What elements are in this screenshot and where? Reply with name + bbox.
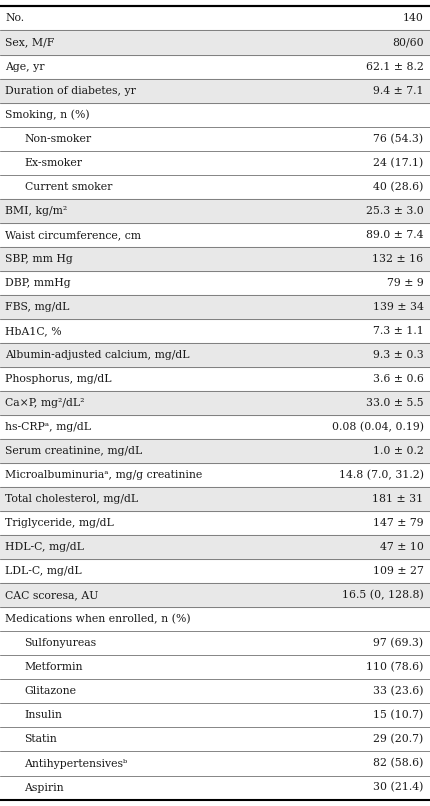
Text: 89.0 ± 7.4: 89.0 ± 7.4 (366, 230, 424, 239)
Text: 15 (10.7): 15 (10.7) (373, 710, 424, 721)
Text: Ca×P, mg²/dL²: Ca×P, mg²/dL² (5, 398, 85, 408)
Bar (0, 78, 430, 102)
Bar (0, 199, 430, 222)
Text: Triglyceride, mg/dL: Triglyceride, mg/dL (5, 518, 114, 528)
Text: 16.5 (0, 128.8): 16.5 (0, 128.8) (342, 590, 424, 600)
Text: 82 (58.6): 82 (58.6) (373, 758, 424, 769)
Bar (0, 584, 430, 607)
Text: FBS, mg/dL: FBS, mg/dL (5, 302, 70, 312)
Text: Metformin: Metformin (25, 663, 83, 672)
Text: CAC scoresa, AU: CAC scoresa, AU (5, 590, 98, 600)
Text: Aspirin: Aspirin (25, 783, 64, 792)
Text: Non-smoker: Non-smoker (25, 134, 92, 143)
Text: 30 (21.4): 30 (21.4) (373, 783, 424, 792)
Text: Statin: Statin (25, 734, 57, 745)
Text: Glitazone: Glitazone (25, 687, 77, 696)
Bar (0, 439, 430, 463)
Text: Total cholesterol, mg/dL: Total cholesterol, mg/dL (5, 494, 138, 504)
Text: 76 (54.3): 76 (54.3) (373, 134, 424, 143)
Text: Sulfonyureas: Sulfonyureas (25, 638, 97, 648)
Text: 139 ± 34: 139 ± 34 (373, 302, 424, 312)
Bar (0, 31, 430, 55)
Bar (0, 295, 430, 319)
Text: 33 (23.6): 33 (23.6) (373, 686, 424, 696)
Text: 97 (69.3): 97 (69.3) (373, 638, 424, 649)
Text: Insulin: Insulin (25, 710, 62, 721)
Text: Medications when enrolled, n (%): Medications when enrolled, n (%) (5, 614, 191, 625)
Text: Sex, M/F: Sex, M/F (5, 38, 55, 48)
Text: 147 ± 79: 147 ± 79 (373, 518, 424, 528)
Text: Albumin-adjusted calcium, mg/dL: Albumin-adjusted calcium, mg/dL (5, 350, 190, 360)
Text: hs-CRPᵃ, mg/dL: hs-CRPᵃ, mg/dL (5, 422, 91, 432)
Text: 24 (17.1): 24 (17.1) (373, 157, 424, 168)
Text: Serum creatinine, mg/dL: Serum creatinine, mg/dL (5, 446, 142, 456)
Bar (0, 391, 430, 415)
Text: 132 ± 16: 132 ± 16 (372, 254, 424, 264)
Bar (0, 487, 430, 511)
Text: 140: 140 (402, 14, 424, 23)
Text: 109 ± 27: 109 ± 27 (373, 567, 424, 576)
Text: Smoking, n (%): Smoking, n (%) (5, 110, 90, 120)
Text: 33.0 ± 5.5: 33.0 ± 5.5 (366, 398, 424, 408)
Bar (0, 247, 430, 271)
Text: 62.1 ± 8.2: 62.1 ± 8.2 (366, 61, 424, 72)
Text: 110 (78.6): 110 (78.6) (366, 663, 424, 672)
Text: Phosphorus, mg/dL: Phosphorus, mg/dL (5, 374, 112, 384)
Text: Duration of diabetes, yr: Duration of diabetes, yr (5, 85, 136, 96)
Text: BMI, kg/m²: BMI, kg/m² (5, 206, 68, 216)
Text: HbA1C, %: HbA1C, % (5, 326, 62, 336)
Text: DBP, mmHg: DBP, mmHg (5, 278, 71, 288)
Text: 181 ± 31: 181 ± 31 (372, 494, 424, 504)
Text: 47 ± 10: 47 ± 10 (380, 542, 424, 552)
Text: 29 (20.7): 29 (20.7) (373, 734, 424, 745)
Text: Current smoker: Current smoker (25, 181, 112, 192)
Text: Microalbuminuriaᵃ, mg/g creatinine: Microalbuminuriaᵃ, mg/g creatinine (5, 470, 203, 480)
Text: Age, yr: Age, yr (5, 61, 45, 72)
Text: 0.08 (0.04, 0.19): 0.08 (0.04, 0.19) (332, 422, 424, 432)
Text: 80/60: 80/60 (392, 38, 424, 48)
Text: 7.3 ± 1.1: 7.3 ± 1.1 (373, 326, 424, 336)
Text: 25.3 ± 3.0: 25.3 ± 3.0 (366, 206, 424, 216)
Text: Antihypertensivesᵇ: Antihypertensivesᵇ (25, 758, 128, 768)
Text: 9.3 ± 0.3: 9.3 ± 0.3 (373, 350, 424, 360)
Text: No.: No. (5, 14, 24, 23)
Bar (0, 343, 430, 367)
Text: Waist circumference, cm: Waist circumference, cm (5, 230, 141, 239)
Text: Ex-smoker: Ex-smoker (25, 158, 83, 168)
Text: 79 ± 9: 79 ± 9 (387, 278, 424, 288)
Bar (0, 535, 430, 559)
Text: 1.0 ± 0.2: 1.0 ± 0.2 (373, 446, 424, 456)
Text: LDL-C, mg/dL: LDL-C, mg/dL (5, 567, 82, 576)
Text: SBP, mm Hg: SBP, mm Hg (5, 254, 73, 264)
Text: 40 (28.6): 40 (28.6) (373, 181, 424, 192)
Text: 3.6 ± 0.6: 3.6 ± 0.6 (373, 374, 424, 384)
Text: HDL-C, mg/dL: HDL-C, mg/dL (5, 542, 84, 552)
Text: 9.4 ± 7.1: 9.4 ± 7.1 (373, 85, 424, 96)
Text: 14.8 (7.0, 31.2): 14.8 (7.0, 31.2) (338, 470, 424, 480)
